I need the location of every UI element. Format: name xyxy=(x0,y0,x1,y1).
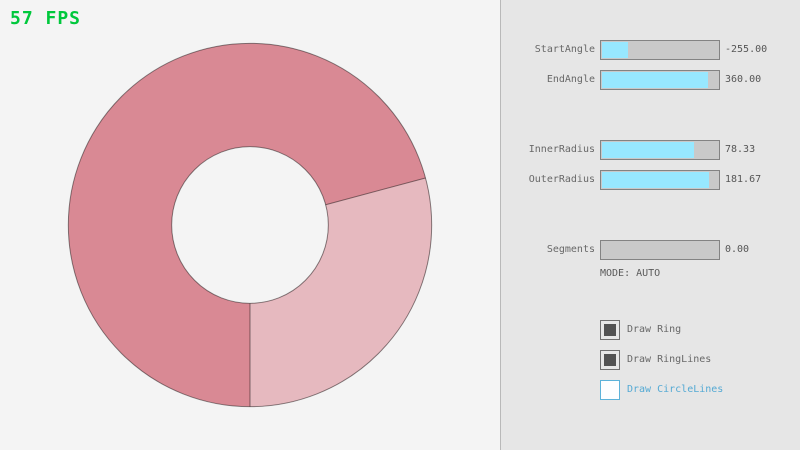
segments-label: Segments xyxy=(546,244,595,255)
mode-text: MODE: AUTO xyxy=(600,268,661,279)
end-angle-slider[interactable] xyxy=(600,70,720,90)
start-angle-label: StartAngle xyxy=(534,44,595,55)
slider-row-segments: Segments 0.00 xyxy=(0,240,800,260)
ring-outer-outline xyxy=(67,42,433,408)
draw-ringlines-label: Draw RingLines xyxy=(627,354,712,365)
checkbox-row-draw-circlelines: Draw CircleLines xyxy=(0,380,800,400)
slider-fill xyxy=(602,172,710,188)
start-angle-value: -255.00 xyxy=(725,44,768,55)
inner-radius-label: InnerRadius xyxy=(528,144,595,155)
checkbox-row-draw-ringlines: Draw RingLines xyxy=(0,350,800,370)
draw-ring-checkbox[interactable] xyxy=(600,320,620,340)
fps-counter: 57 FPS xyxy=(10,8,82,29)
outer-radius-value: 181.67 xyxy=(725,174,762,185)
inner-radius-slider[interactable] xyxy=(600,140,720,160)
ring-chart xyxy=(67,42,433,408)
outer-radius-label: OuterRadius xyxy=(528,174,595,185)
segments-slider[interactable] xyxy=(600,240,720,260)
draw-circlelines-checkbox[interactable] xyxy=(600,380,620,400)
slider-row-inner-radius: InnerRadius 78.33 xyxy=(0,140,800,160)
slider-row-outer-radius: OuterRadius 181.67 xyxy=(0,170,800,190)
checkmark-fill xyxy=(604,324,616,336)
outer-radius-slider[interactable] xyxy=(600,170,720,190)
slider-fill xyxy=(602,42,628,58)
ring-inner-outline xyxy=(171,146,329,304)
inner-radius-value: 78.33 xyxy=(725,144,756,155)
checkmark-fill xyxy=(604,354,616,366)
end-angle-value: 360.00 xyxy=(725,74,762,85)
ring-start-angle-line xyxy=(325,177,426,206)
checkbox-row-draw-ring: Draw Ring xyxy=(0,320,800,340)
draw-circlelines-label: Draw CircleLines xyxy=(627,384,724,395)
segments-value: 0.00 xyxy=(725,244,750,255)
draw-ring-label: Draw Ring xyxy=(627,324,682,335)
start-angle-slider[interactable] xyxy=(600,40,720,60)
end-angle-label: EndAngle xyxy=(546,74,595,85)
slider-fill xyxy=(602,142,695,158)
ring-light-region xyxy=(250,177,432,407)
slider-row-end-angle: EndAngle 360.00 xyxy=(0,70,800,90)
draw-ringlines-checkbox[interactable] xyxy=(600,350,620,370)
slider-fill xyxy=(602,72,709,88)
slider-row-start-angle: StartAngle -255.00 xyxy=(0,40,800,60)
